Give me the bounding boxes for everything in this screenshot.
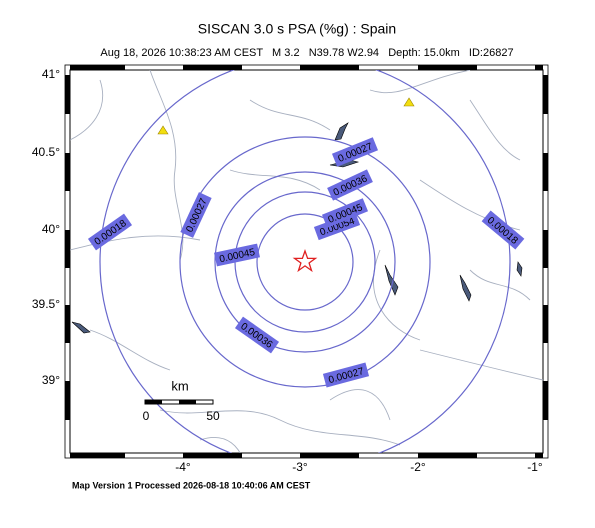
scale-bar-seg — [145, 400, 162, 404]
lon-label: -1° — [527, 460, 543, 474]
border-tick — [418, 65, 477, 70]
border-tick — [543, 305, 548, 343]
map-frame — [69, 69, 544, 454]
contour — [256, 213, 354, 311]
border-tick — [300, 65, 359, 70]
lat-label: 40.5° — [32, 145, 60, 159]
border-outline — [64, 64, 549, 459]
contour-label-box — [322, 362, 370, 388]
border-tick — [183, 453, 242, 458]
station — [157, 97, 415, 135]
border-tick — [543, 153, 548, 191]
border-tick — [65, 305, 70, 343]
contour — [179, 136, 431, 388]
border-tick — [535, 65, 543, 70]
border-tick — [65, 230, 70, 268]
title: SISCAN 3.0 s PSA (%g) : Spain — [198, 21, 396, 37]
lon-label: -3° — [292, 460, 308, 474]
border-tick — [65, 153, 70, 191]
border-tick — [543, 381, 548, 420]
border-tick — [65, 381, 70, 420]
contour-label-box — [214, 243, 260, 267]
border-tick — [543, 75, 548, 114]
border-tick — [183, 65, 242, 70]
border-tick — [300, 453, 359, 458]
contour-label-box — [321, 198, 369, 228]
scale-bar-seg — [179, 400, 196, 404]
contour — [214, 171, 396, 353]
contour-label-box — [180, 192, 212, 238]
border-tick — [535, 453, 543, 458]
scale-start: 0 — [143, 409, 150, 423]
lat-label: 40° — [42, 222, 60, 236]
subtitle: Aug 18, 2026 10:38:23 AM CEST M 3.2 N39.… — [100, 47, 513, 59]
contour-label-box — [331, 137, 379, 167]
lon-label: -4° — [175, 460, 191, 474]
border-tick — [65, 75, 70, 114]
lat-label: 41° — [42, 67, 60, 81]
contour — [99, 70, 511, 453]
border-tick — [543, 230, 548, 268]
scale-unit: km — [171, 378, 188, 393]
lon-label: -2° — [410, 460, 426, 474]
border-tick — [418, 453, 477, 458]
contour-label-box — [234, 316, 280, 354]
border-tick — [70, 453, 125, 458]
contour-label-box — [87, 213, 133, 251]
contour-label-box — [481, 210, 525, 250]
contour-label-box — [327, 169, 373, 201]
epicenter — [292, 249, 318, 273]
scale-end: 50 — [206, 409, 220, 423]
footer: Map Version 1 Processed 2026-08-18 10:40… — [72, 480, 311, 490]
lat-label: 39° — [42, 373, 60, 387]
lat-label: 39.5° — [32, 297, 60, 311]
scale-bar: km 0 50 — [143, 378, 220, 423]
border-tick — [70, 65, 125, 70]
